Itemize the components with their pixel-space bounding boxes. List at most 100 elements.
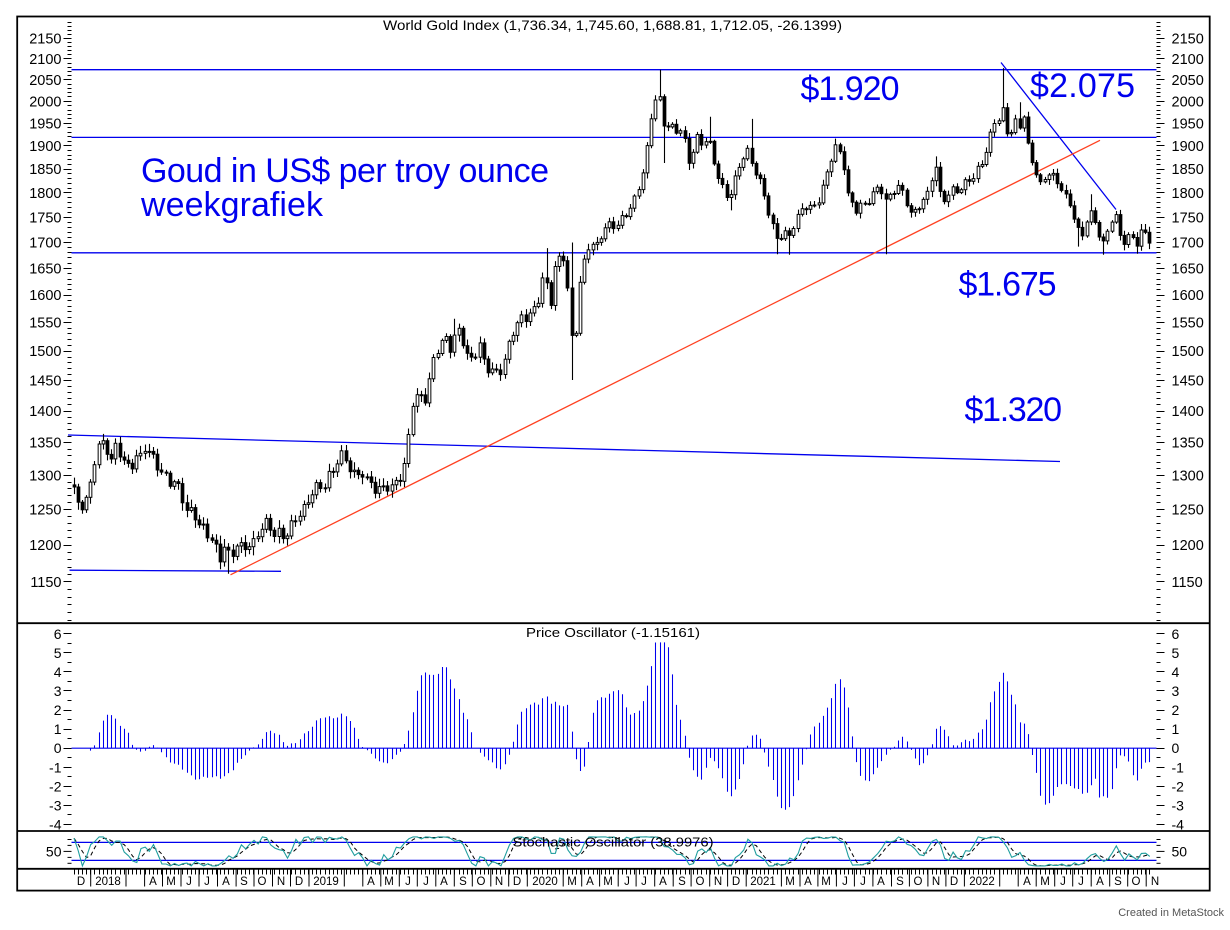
svg-text:6: 6 (54, 626, 62, 642)
svg-text:1900: 1900 (29, 139, 61, 155)
svg-text:N: N (714, 876, 722, 888)
svg-text:A: A (877, 876, 885, 888)
svg-text:J: J (624, 876, 630, 888)
svg-text:1700: 1700 (29, 236, 61, 252)
svg-text:A: A (804, 876, 812, 888)
svg-text:1150: 1150 (30, 575, 61, 591)
svg-text:1150: 1150 (1172, 575, 1203, 591)
svg-text:1600: 1600 (1172, 288, 1204, 304)
svg-text:O: O (258, 876, 267, 888)
svg-text:weekgrafiek: weekgrafiek (140, 186, 324, 224)
svg-text:2021: 2021 (750, 876, 776, 888)
svg-text:Stochastic Oscillator (38.9976: Stochastic Oscillator (38.9976) (513, 836, 714, 850)
svg-text:1850: 1850 (29, 162, 61, 178)
svg-text:1400: 1400 (1172, 404, 1204, 420)
svg-text:-3: -3 (1172, 797, 1185, 813)
svg-text:M: M (1040, 876, 1050, 888)
svg-text:J: J (1060, 876, 1066, 888)
svg-text:3: 3 (1172, 683, 1180, 699)
svg-text:1: 1 (1172, 721, 1180, 737)
svg-text:2050: 2050 (1172, 73, 1204, 89)
svg-text:$1.675: $1.675 (959, 266, 1057, 304)
svg-text:1300: 1300 (29, 469, 61, 485)
svg-text:M: M (567, 876, 577, 888)
svg-text:2022: 2022 (969, 876, 995, 888)
svg-text:1400: 1400 (29, 404, 61, 420)
svg-text:D: D (295, 876, 303, 888)
svg-text:5: 5 (54, 645, 62, 661)
svg-text:World Gold Index (1,736.34, 1,: World Gold Index (1,736.34, 1,745.60, 1,… (383, 17, 842, 33)
svg-text:N: N (277, 876, 285, 888)
svg-text:1550: 1550 (1172, 316, 1204, 332)
svg-text:1250: 1250 (29, 503, 61, 519)
svg-text:A: A (367, 876, 375, 888)
svg-text:J: J (842, 876, 848, 888)
svg-text:-1: -1 (1172, 759, 1185, 775)
svg-text:2100: 2100 (1172, 52, 1204, 68)
svg-text:-4: -4 (49, 817, 62, 833)
svg-text:1850: 1850 (1172, 162, 1204, 178)
svg-text:50: 50 (46, 843, 62, 859)
svg-text:M: M (821, 876, 831, 888)
svg-text:$1.320: $1.320 (965, 391, 1063, 429)
svg-text:5: 5 (1172, 645, 1180, 661)
svg-text:6: 6 (1172, 626, 1180, 642)
svg-text:4: 4 (1172, 664, 1180, 680)
svg-text:2100: 2100 (29, 52, 61, 68)
svg-text:2150: 2150 (1172, 32, 1204, 48)
svg-text:1750: 1750 (1172, 210, 1204, 226)
svg-text:2018: 2018 (95, 876, 121, 888)
svg-text:J: J (1078, 876, 1084, 888)
svg-text:O: O (477, 876, 486, 888)
svg-text:N: N (932, 876, 940, 888)
svg-text:0: 0 (1172, 740, 1180, 756)
svg-text:1500: 1500 (29, 344, 61, 360)
svg-text:1900: 1900 (1172, 139, 1204, 155)
svg-text:1300: 1300 (1172, 469, 1204, 485)
svg-text:A: A (1096, 876, 1104, 888)
svg-text:O: O (696, 876, 705, 888)
svg-text:J: J (186, 876, 192, 888)
svg-text:-3: -3 (49, 797, 62, 813)
svg-text:1250: 1250 (1172, 503, 1204, 519)
svg-text:1650: 1650 (29, 261, 61, 277)
svg-text:A: A (222, 876, 230, 888)
svg-text:S: S (1114, 876, 1122, 888)
svg-text:1200: 1200 (29, 538, 61, 554)
svg-text:2: 2 (54, 702, 62, 718)
svg-text:N: N (1151, 876, 1159, 888)
svg-text:$2.075: $2.075 (1030, 67, 1135, 105)
svg-text:O: O (1132, 876, 1141, 888)
svg-text:-1: -1 (49, 759, 62, 775)
svg-text:-2: -2 (49, 778, 62, 794)
svg-text:D: D (77, 876, 85, 888)
svg-text:M: M (384, 876, 394, 888)
svg-text:D: D (732, 876, 740, 888)
svg-text:1750: 1750 (29, 210, 61, 226)
svg-text:4: 4 (54, 664, 62, 680)
svg-text:J: J (860, 876, 866, 888)
svg-text:J: J (641, 876, 647, 888)
svg-text:J: J (423, 876, 429, 888)
svg-text:2150: 2150 (29, 32, 61, 48)
svg-text:1800: 1800 (29, 186, 61, 202)
svg-text:1450: 1450 (29, 374, 61, 390)
svg-text:A: A (659, 876, 667, 888)
svg-text:Price Oscillator (-1.15161): Price Oscillator (-1.15161) (526, 626, 700, 640)
svg-text:1450: 1450 (1172, 374, 1204, 390)
svg-text:-2: -2 (1172, 778, 1185, 794)
svg-text:M: M (603, 876, 613, 888)
svg-text:J: J (204, 876, 210, 888)
svg-text:O: O (914, 876, 923, 888)
svg-text:0: 0 (54, 740, 62, 756)
svg-text:1600: 1600 (29, 288, 61, 304)
svg-text:S: S (459, 876, 467, 888)
svg-text:1950: 1950 (29, 116, 61, 132)
svg-text:1: 1 (54, 721, 62, 737)
svg-text:1950: 1950 (1172, 116, 1204, 132)
svg-text:M: M (785, 876, 795, 888)
svg-text:2050: 2050 (29, 73, 61, 89)
svg-text:D: D (513, 876, 521, 888)
svg-text:J: J (405, 876, 411, 888)
svg-text:A: A (586, 876, 594, 888)
